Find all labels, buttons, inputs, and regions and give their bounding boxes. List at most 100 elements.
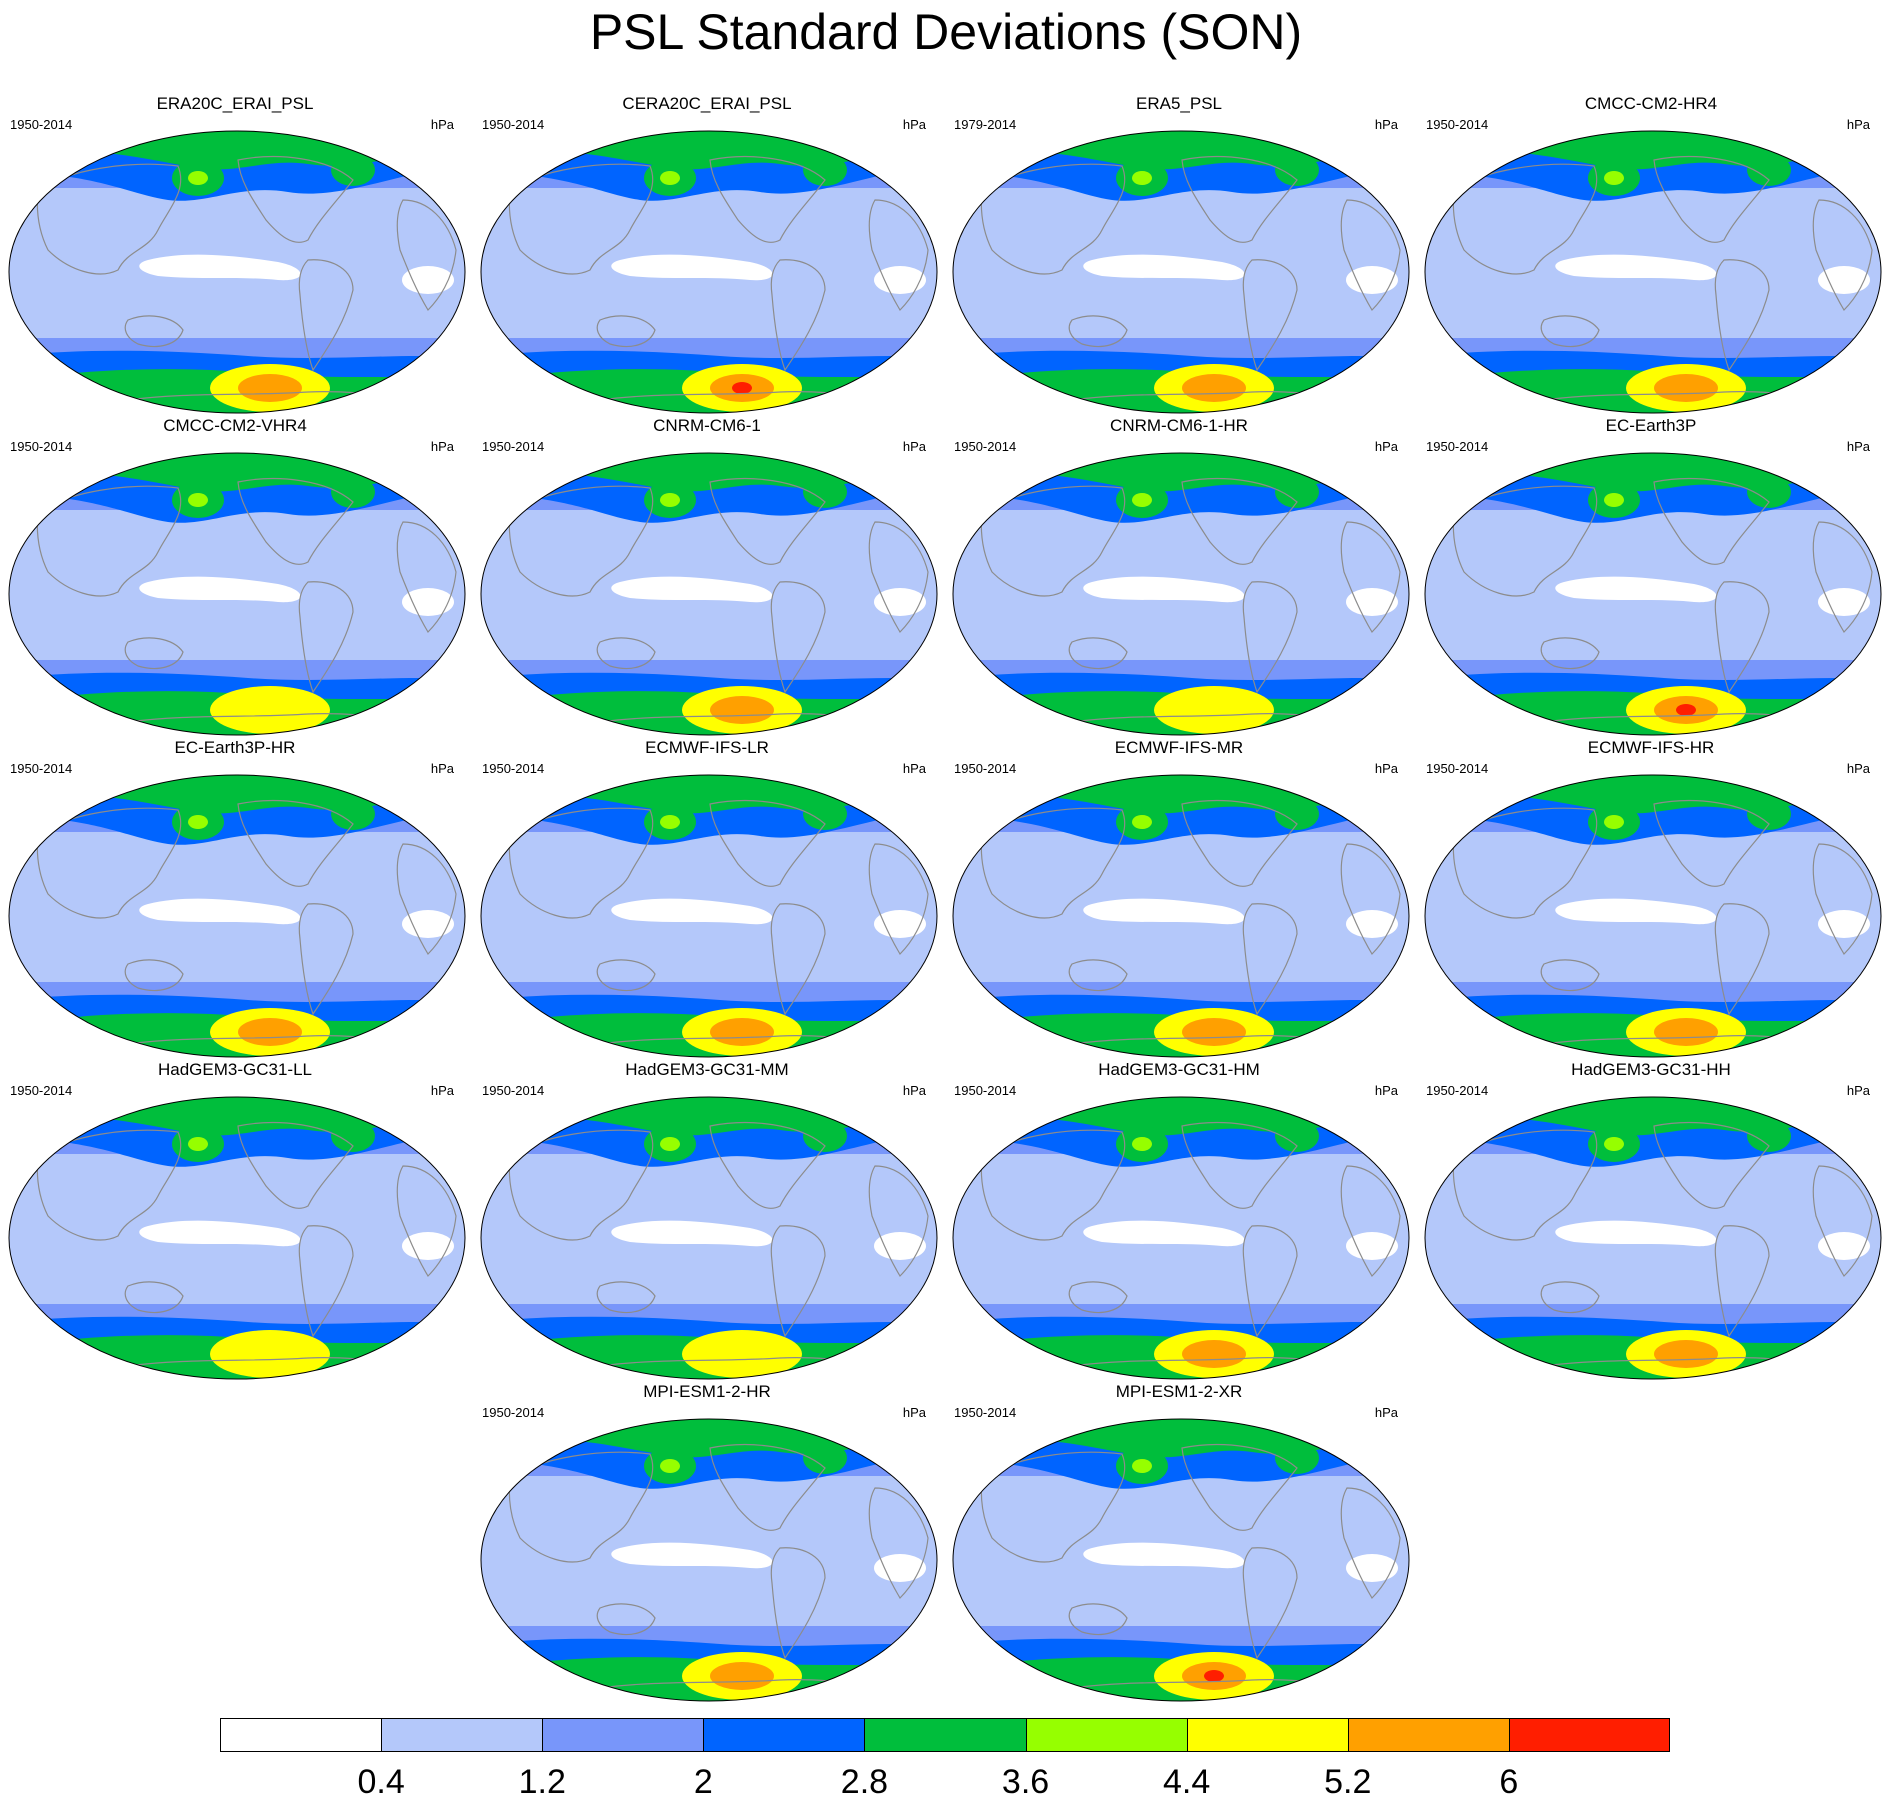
field-tropical-min-atlantic [402,910,454,938]
field-tropical-min [1555,254,1717,281]
field-tropical-min-atlantic [1346,910,1398,938]
field-south-max-mid [1184,697,1244,723]
colorbar-tick-label: 2 [693,1763,713,1801]
robinson-map [480,1096,938,1380]
coast-australia [1540,959,1600,992]
colorbar-box [220,1718,382,1752]
panel-period: 1950-2014 [10,761,73,776]
coast-south-america [1242,1225,1298,1338]
field-icelandic-low [1275,1120,1319,1152]
coast-south-america [770,1225,826,1338]
map-border [1424,774,1882,1058]
field-aleutian-core [1132,493,1152,507]
map-panel: CNRM-CM6-1-HR 1950-2014 hPa [944,416,1414,738]
field-aleutian-core [660,1459,680,1473]
map-border [952,1418,1410,1702]
field-tropical-min-atlantic [874,266,926,294]
robinson-map [480,1418,938,1702]
coast-north-america [1653,156,1770,243]
coast-north-america [1181,800,1298,887]
field-tropical-min [611,1220,773,1247]
coast-asia [980,485,1126,597]
coast-australia [1540,1281,1600,1314]
coast-australia [124,959,184,992]
panel-period: 1979-2014 [954,117,1017,132]
panel-units: hPa [1846,117,1870,132]
panel-title: EC-Earth3P-HR [174,738,296,757]
panel-period: 1950-2014 [10,1083,73,1098]
panel-period: 1950-2014 [954,761,1017,776]
coast-north-america [1653,800,1770,887]
colorbar-box [703,1718,865,1752]
field-aleutian-core [1132,171,1152,185]
panel-units: hPa [1374,117,1398,132]
coast-asia [508,807,654,919]
colorbar-tick-label: 5.2 [1324,1763,1372,1801]
coast-north-america [709,800,826,887]
panel-units: hPa [1374,1405,1398,1420]
colorbar-box [381,1718,543,1752]
field-aleutian-core [1132,1137,1152,1151]
panel-units: hPa [1846,439,1870,454]
map-panel: ERA5_PSL 1979-2014 hPa [944,94,1414,416]
map-panel: HadGEM3-GC31-MM 1950-2014 hPa [472,1060,942,1382]
field-tropical-min-atlantic [1818,588,1870,616]
coast-north-america [709,1122,826,1209]
map-panel: HadGEM3-GC31-LL 1950-2014 hPa [0,1060,470,1382]
page-title: PSL Standard Deviations (SON) [589,4,1303,60]
coast-africa [396,1165,457,1277]
field-south-max-mid [238,374,302,402]
panel-units: hPa [902,439,926,454]
panel-title: HadGEM3-GC31-HM [1098,1060,1260,1079]
coast-africa [1812,1165,1873,1277]
coast-asia [36,1129,182,1241]
map-panel: ECMWF-IFS-LR 1950-2014 hPa [472,738,942,1060]
field-tropical-min [1555,1220,1717,1247]
coast-asia [36,485,182,597]
field-south-max-mid [710,1662,774,1690]
field-icelandic-low [1275,154,1319,186]
robinson-map [480,130,938,414]
panel-period: 1950-2014 [954,1405,1017,1420]
map-border [480,1418,938,1702]
field-tropical-min-atlantic [874,1554,926,1582]
field-tropical-min [1083,898,1245,925]
field-icelandic-low [803,1120,847,1152]
panel-title: ECMWF-IFS-HR [1587,738,1715,757]
coast-australia [596,1281,656,1314]
coast-south-america [1242,903,1298,1016]
coast-africa [868,521,929,633]
coast-south-america [1242,259,1298,372]
field-tropical-min-atlantic [1818,266,1870,294]
coast-asia [36,807,182,919]
panel-title: ERA5_PSL [1136,94,1222,113]
coast-africa [868,1487,929,1599]
map-border [952,1096,1410,1380]
map-panel: EC-Earth3P-HR 1950-2014 hPa [0,738,470,1060]
field-south-max-mid [240,697,300,723]
map-border [952,452,1410,736]
robinson-map [8,130,466,414]
field-tropical-min [611,254,773,281]
panel-title: HadGEM3-GC31-HH [1571,1060,1731,1079]
coast-north-america [1181,156,1298,243]
coast-asia [980,1451,1126,1563]
map-panel: CERA20C_ERAI_PSL 1950-2014 hPa [472,94,942,416]
panel-units: hPa [1374,761,1398,776]
map-border [1424,1096,1882,1380]
colorbar-box [1508,1718,1670,1752]
field-south-max-mid [1654,1018,1718,1046]
panel-period: 1950-2014 [954,439,1017,454]
coast-south-america [770,903,826,1016]
field-south-max-mid [712,1341,772,1367]
coast-north-america [237,800,354,887]
colorbar-tick-label: 4.4 [1163,1763,1211,1801]
field-aleutian-core [1604,815,1624,829]
panel-title: CNRM-CM6-1-HR [1110,416,1248,435]
panel-title: ERA20C_ERAI_PSL [156,94,314,113]
coast-australia [1068,959,1128,992]
coast-australia [1068,1281,1128,1314]
field-tropical-min-atlantic [1818,910,1870,938]
robinson-map [952,1418,1410,1702]
panel-period: 1950-2014 [1426,117,1489,132]
